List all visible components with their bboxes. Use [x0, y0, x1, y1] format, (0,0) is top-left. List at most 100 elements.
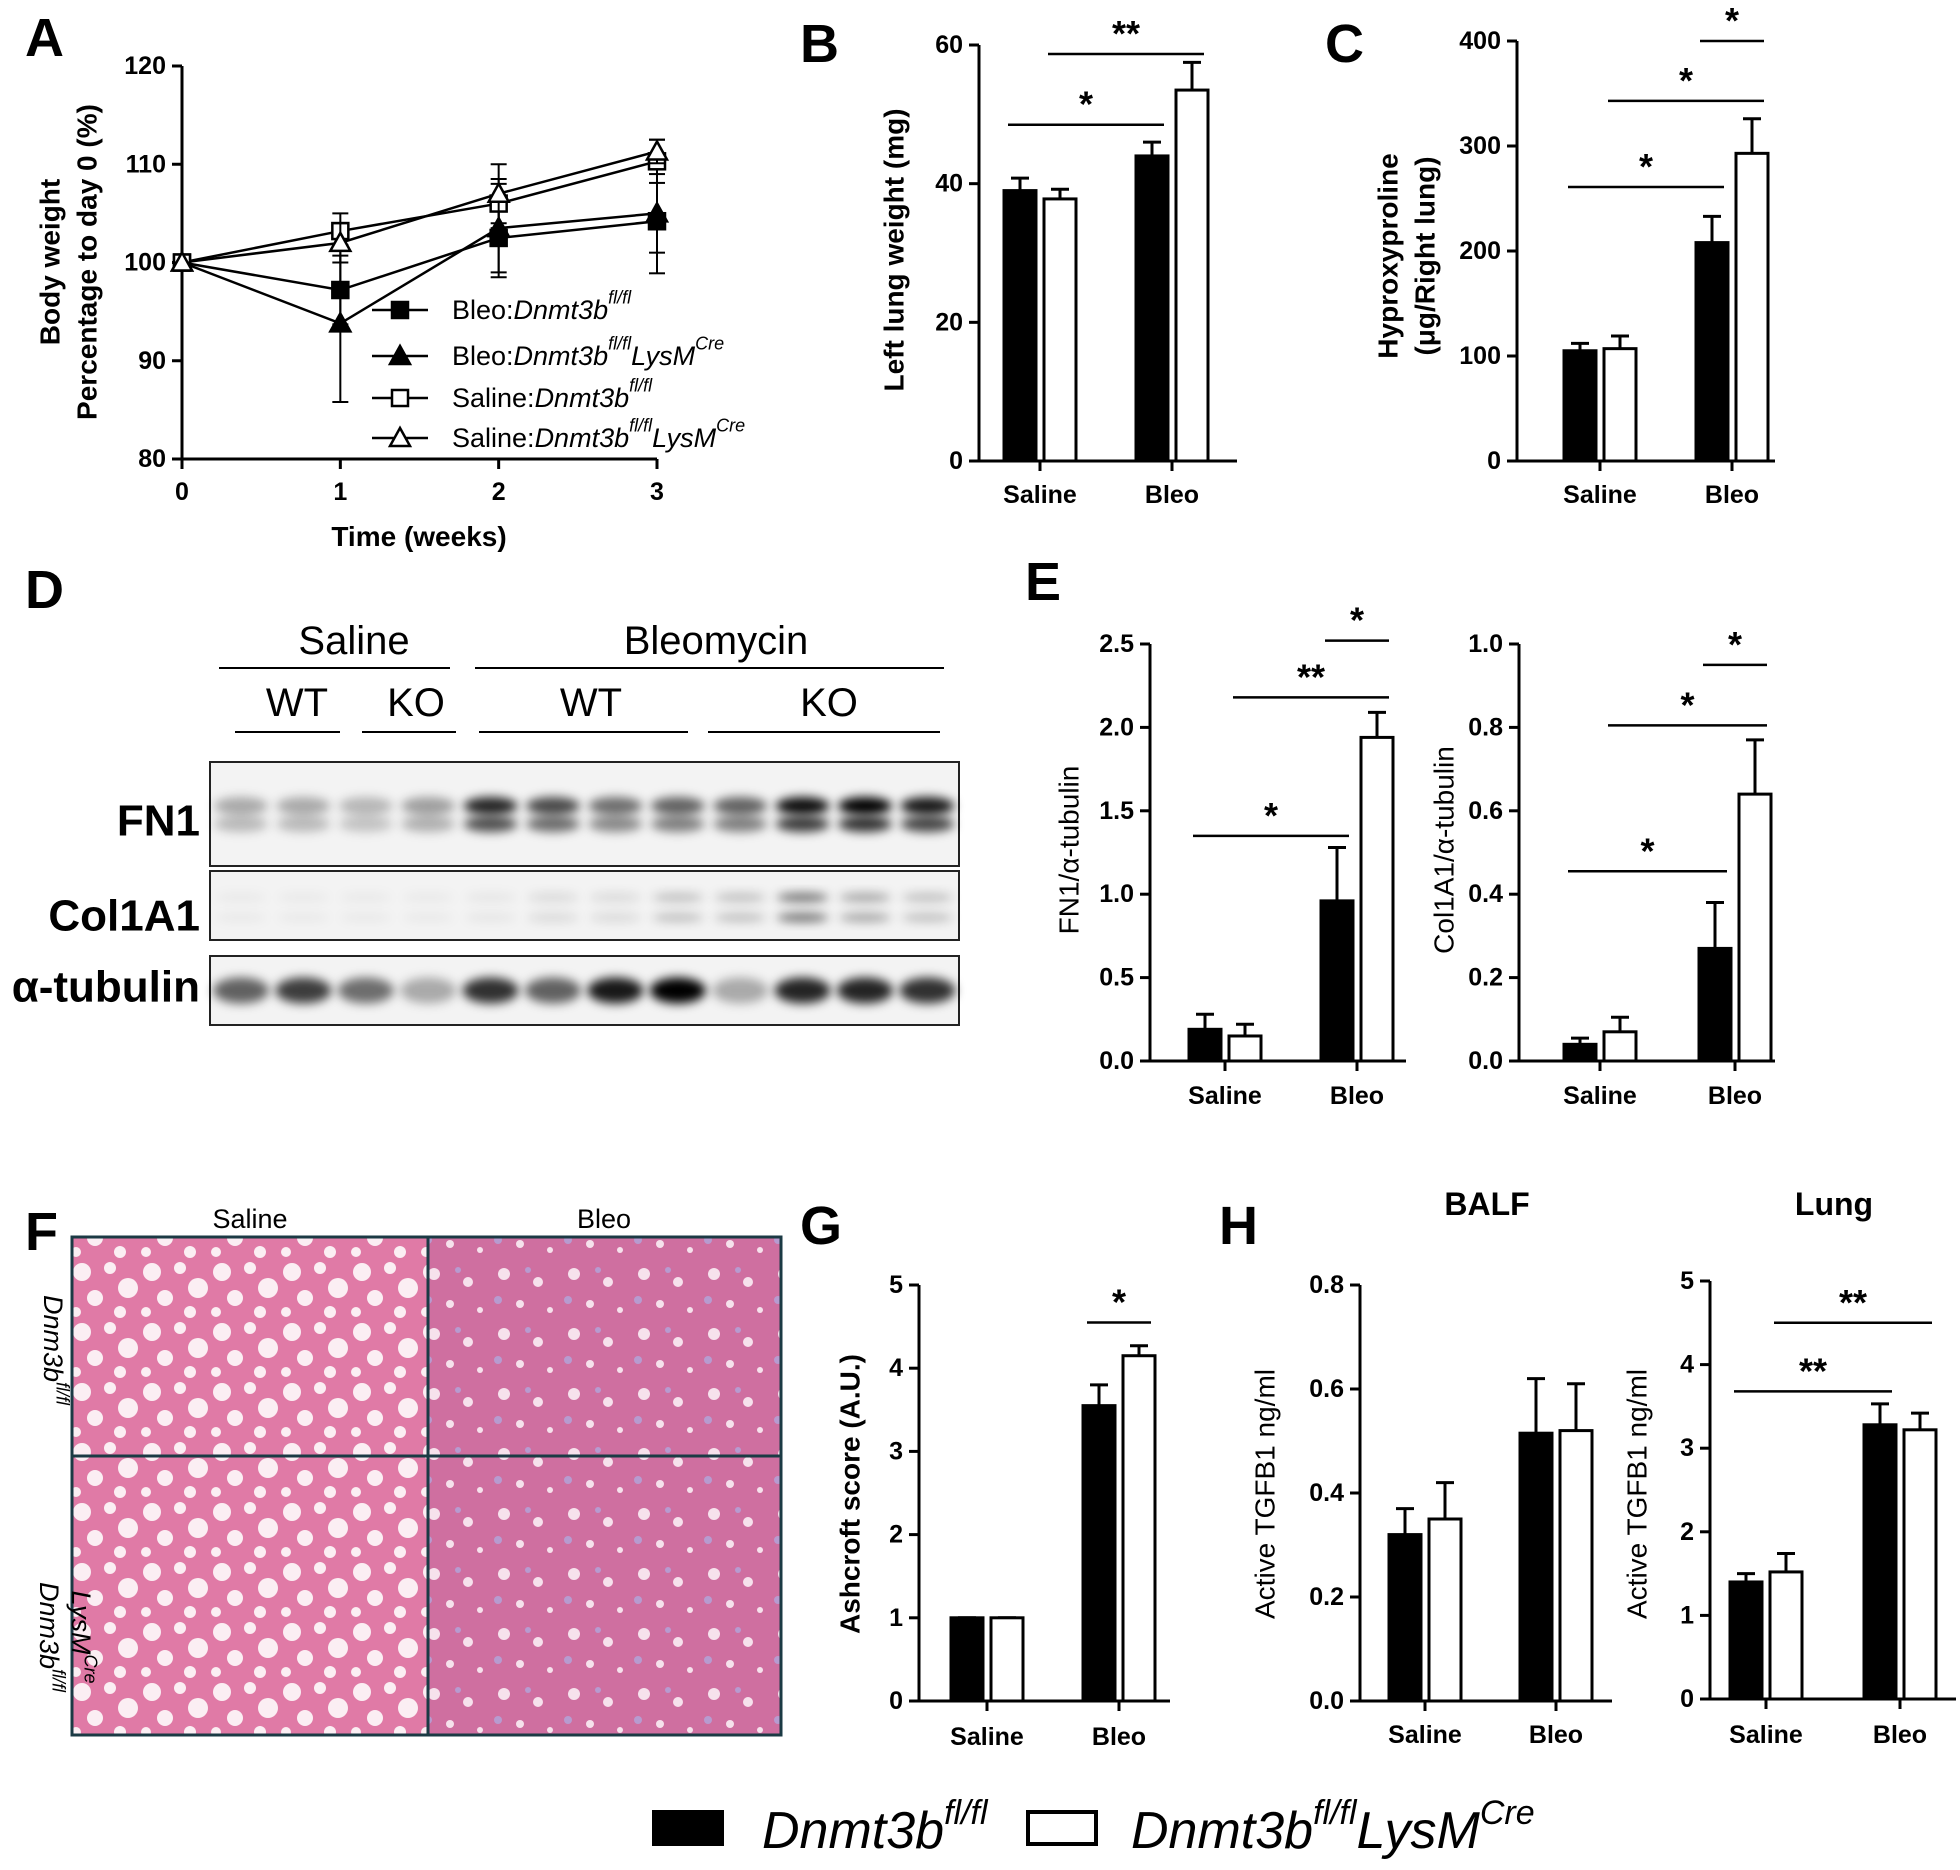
significance-label: * [1640, 830, 1654, 871]
panel-label: F [25, 1202, 58, 1262]
y-tick-label: 0.5 [1099, 964, 1134, 992]
text-part: Cre [716, 415, 745, 435]
bar [1427, 1517, 1463, 1703]
y-tick-label: 60 [935, 31, 963, 59]
bar [1359, 735, 1395, 1063]
y-tick-label: 40 [935, 170, 963, 198]
y-tick-label: 2 [1680, 1518, 1694, 1546]
series-line [181, 219, 658, 292]
blot-band [588, 797, 643, 815]
blot-band [714, 892, 767, 903]
marker [390, 388, 410, 408]
y-tick-label: 0 [889, 1687, 903, 1715]
text-part: fl/fl [629, 415, 653, 435]
bar [1734, 151, 1770, 463]
blot-band [401, 816, 456, 832]
blot-band [338, 797, 393, 815]
y-tick-label: 0.0 [1099, 1047, 1134, 1075]
x-tick-label: Saline [1388, 1721, 1462, 1749]
panel-label: A [25, 8, 64, 68]
bar [1737, 792, 1773, 1063]
y-tick-label: 0.4 [1309, 1479, 1344, 1507]
marker [644, 200, 670, 223]
blot-band [276, 797, 331, 815]
legend-label: Bleo:Dnmt3bfl/flLysMCre [452, 333, 724, 371]
text-part: fl/fl [53, 1382, 73, 1406]
blot-band [527, 912, 579, 923]
blot-band [838, 816, 892, 832]
panel-label: H [1219, 1196, 1258, 1256]
blot-band [277, 892, 330, 903]
text-part: LysM [1357, 1802, 1481, 1860]
histology-row-label: LysMCre [66, 1590, 101, 1683]
significance-label: ** [1839, 1282, 1867, 1323]
bar [1227, 1034, 1263, 1063]
x-tick-label: Bleo [1330, 1082, 1384, 1110]
x-tick-label: Bleo [1092, 1723, 1146, 1751]
blot-band [901, 892, 954, 903]
blot-band [839, 912, 891, 923]
bar [949, 1616, 985, 1703]
text-part: Cre [1480, 1794, 1535, 1832]
text-part: Bleo: [452, 295, 514, 325]
x-tick-label: 3 [650, 478, 664, 506]
x-tick-label: 2 [492, 478, 506, 506]
y-tick-label: 90 [138, 347, 166, 375]
bar [1697, 946, 1733, 1063]
bar [1862, 1423, 1898, 1701]
blot-band [900, 816, 955, 832]
y-tick-label: 0 [1487, 447, 1501, 475]
blot-membrane [209, 870, 960, 941]
y-tick-label: 1 [889, 1604, 903, 1632]
marker [387, 425, 413, 448]
histology-column-label: Saline [212, 1204, 287, 1234]
text-part: Dnm3b [34, 1582, 64, 1669]
text-part: Dnmt3b [535, 383, 630, 413]
y-tick-label: 1.0 [1099, 880, 1134, 908]
blot-band [839, 892, 891, 903]
marker [328, 310, 353, 333]
blot-lane-label: WT [266, 681, 328, 725]
y-tick-label: 0.0 [1468, 1047, 1503, 1075]
significance-label: ** [1297, 656, 1325, 697]
significance-label: ** [1112, 13, 1140, 54]
histology-image [428, 1237, 781, 1456]
text-part: Dnm3b [38, 1295, 68, 1382]
blot-band [401, 797, 456, 815]
blot-band [900, 797, 955, 815]
legend-label: Saline:Dnmt3bfl/flLysMCre [452, 415, 745, 453]
y-tick-label: 1.0 [1468, 630, 1503, 658]
legend-label: Dnmt3bfl/flLysMCre [1131, 1794, 1535, 1860]
y-tick-label: 4 [889, 1354, 903, 1382]
blot-band [776, 892, 829, 903]
x-tick-label: Saline [1003, 481, 1077, 509]
bar [989, 1616, 1025, 1703]
y-tick-label: 1.5 [1099, 797, 1134, 825]
panel-label: B [800, 14, 839, 74]
blot-band [712, 977, 769, 1004]
blot-band [464, 912, 517, 923]
text-part: Cre [695, 333, 724, 353]
text-part: Dnmt3b [535, 423, 630, 453]
y-tick-label: 110 [126, 150, 166, 178]
y-tick-label: 200 [1459, 237, 1501, 265]
blot-band [649, 977, 706, 1004]
x-axis-label: Time (weeks) [331, 521, 506, 552]
bar [1081, 1404, 1117, 1703]
text-part: LysM [66, 1590, 96, 1655]
blot-band [276, 816, 331, 832]
text-part: Dnmt3b [514, 295, 609, 325]
y-axis-label: (μg/Right lung) [1410, 156, 1441, 355]
text-part: Saline: [452, 383, 535, 413]
significance-label: ** [1799, 1350, 1827, 1391]
bar [1562, 1042, 1598, 1063]
panel-label: G [800, 1196, 842, 1256]
y-axis-label: Active TGFB1 ng/ml [1250, 1369, 1281, 1619]
blot-band [901, 912, 954, 923]
blot-band [713, 816, 768, 832]
text-part: LysM [631, 341, 696, 371]
text-part: Dnmt3b [1131, 1802, 1313, 1860]
blot-row-label: Col1A1 [48, 892, 200, 941]
blot-band [589, 892, 642, 903]
